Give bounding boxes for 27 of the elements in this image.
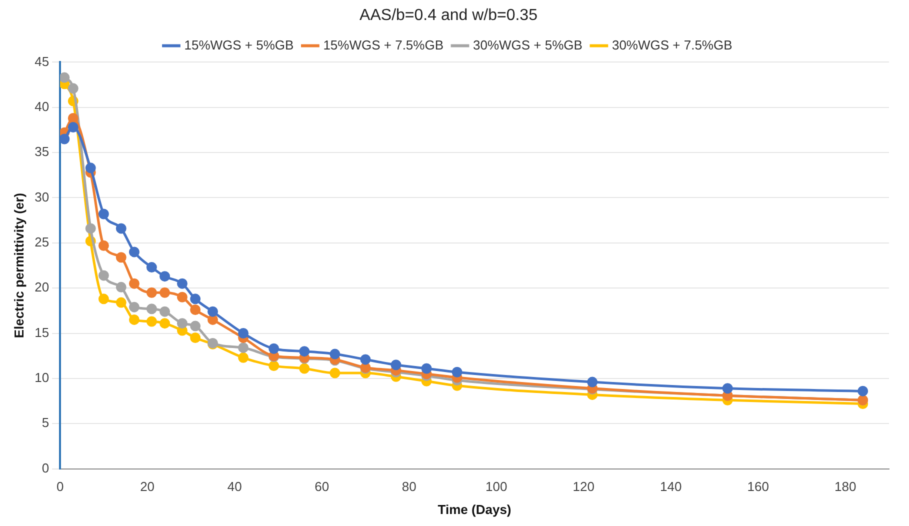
x-axis-title: Time (Days) [438,502,512,517]
y-tick-label: 35 [34,144,50,160]
x-tick-label: 40 [227,479,242,494]
y-tick-label: 45 [34,54,50,69]
y-axis-title: Electric permittivity (er) [11,192,26,338]
y-tick-label: 30 [34,189,50,204]
x-tick-label: 60 [314,479,330,494]
x-tick-label: 20 [140,479,155,494]
x-tick-label: 120 [572,479,594,494]
y-tick-label: 10 [34,370,50,386]
x-tick-label: 80 [402,479,416,494]
y-tick-label: 5 [42,415,50,430]
y-tick-label: 15 [34,324,50,340]
legend-label: 15%WGS + 7.5%GB [323,37,444,52]
y-tick-label: 40 [34,98,50,114]
legend-label: 30%WGS + 5%GB [473,37,582,52]
y-tick-label: 20 [34,280,50,295]
x-tick-label: 160 [747,479,769,494]
x-tick-label: 180 [834,479,856,494]
x-tick-label: 0 [56,479,64,494]
y-tick-label: 0 [42,460,50,476]
chart-title: AAS/b=0.4 and w/b=0.35 [360,7,538,24]
legend-label: 30%WGS + 7.5%GB [612,37,732,52]
x-tick-label: 100 [485,479,508,494]
legend-label: 15%WGS + 5%GB [184,37,294,52]
x-tick-label: 140 [660,479,682,494]
y-tick-label: 25 [34,234,50,250]
